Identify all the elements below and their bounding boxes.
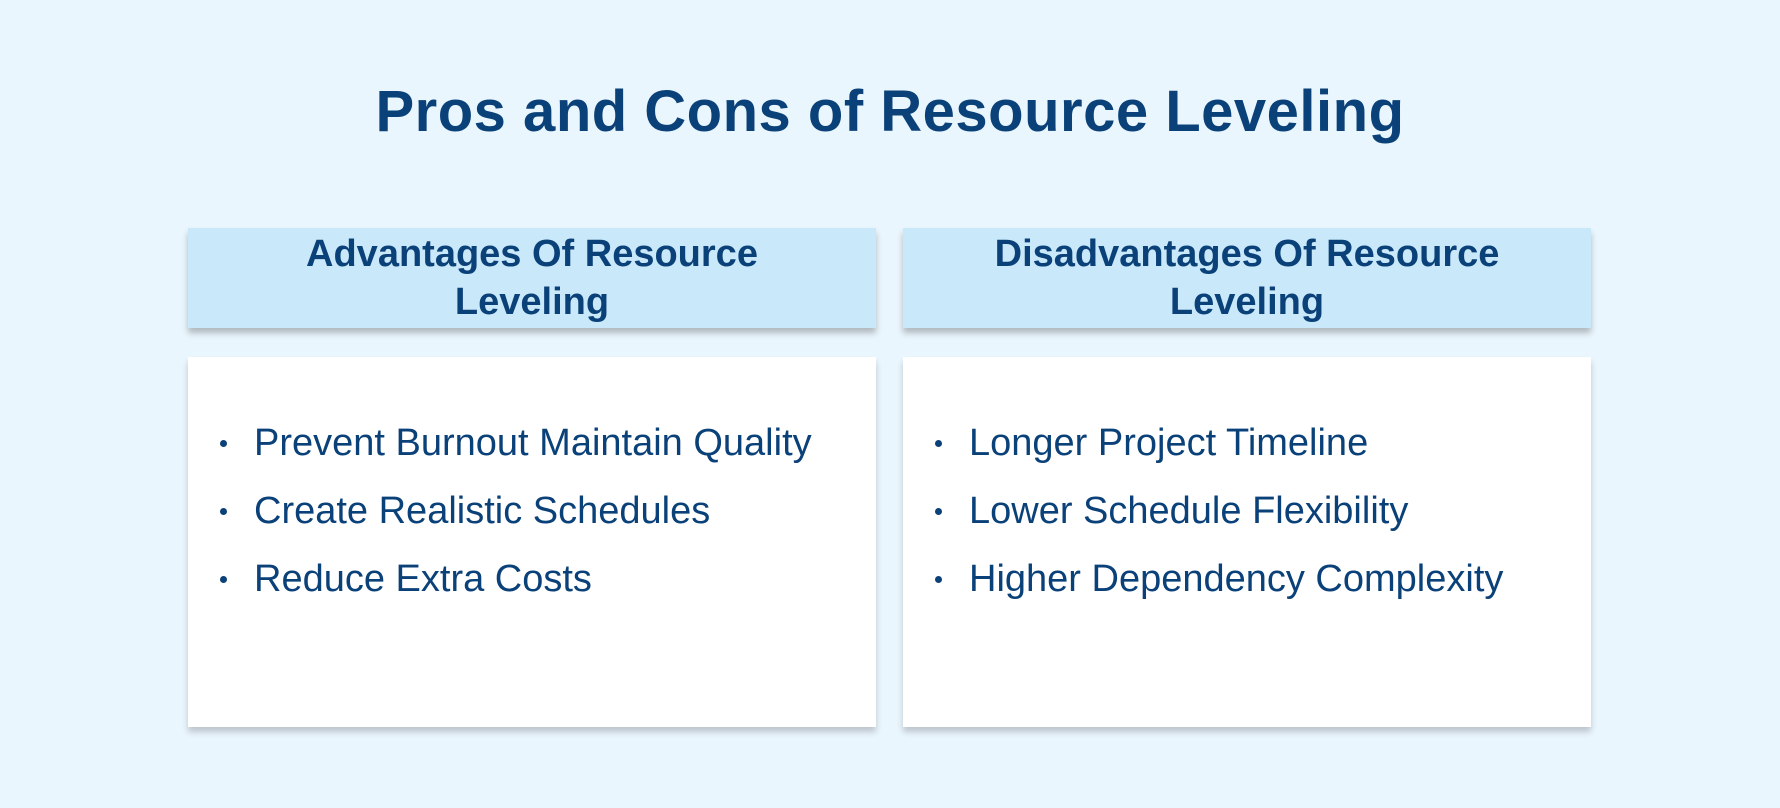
bullet-icon [935, 440, 942, 447]
item-text: Reduce Extra Costs [254, 558, 592, 600]
item-text: Prevent Burnout Maintain Quality [254, 422, 812, 464]
advantages-heading: Advantages Of Resource Leveling [188, 228, 876, 328]
item-text: Lower Schedule Flexibility [969, 490, 1409, 532]
item-text: Higher Dependency Complexity [969, 558, 1504, 600]
item-text: Longer Project Timeline [969, 422, 1369, 464]
bullet-icon [220, 508, 227, 515]
list-item: Reduce Extra Costs [188, 555, 876, 603]
list-item: Lower Schedule Flexibility [903, 487, 1591, 535]
item-text: Create Realistic Schedules [254, 490, 711, 532]
bullet-icon [220, 440, 227, 447]
advantages-panel: Prevent Burnout Maintain Quality Create … [188, 357, 876, 727]
bullet-icon [220, 576, 227, 583]
page-title: Pros and Cons of Resource Leveling [375, 79, 1405, 144]
list-item: Higher Dependency Complexity [903, 555, 1591, 603]
bullet-icon [935, 508, 942, 515]
bullet-icon [935, 576, 942, 583]
disadvantages-list: Longer Project Timeline Lower Schedule F… [903, 419, 1591, 603]
disadvantages-panel: Longer Project Timeline Lower Schedule F… [903, 357, 1591, 727]
list-item: Prevent Burnout Maintain Quality [188, 419, 876, 467]
list-item: Create Realistic Schedules [188, 487, 876, 535]
advantages-list: Prevent Burnout Maintain Quality Create … [188, 419, 876, 603]
list-item: Longer Project Timeline [903, 419, 1591, 467]
disadvantages-heading: Disadvantages Of Resource Leveling [903, 228, 1591, 328]
